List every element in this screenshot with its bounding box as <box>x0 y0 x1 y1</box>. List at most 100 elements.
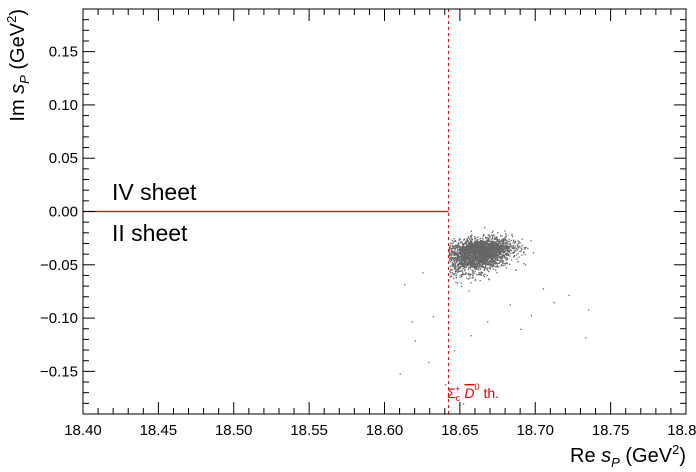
scatter-point <box>461 247 463 250</box>
scatter-point <box>501 254 504 256</box>
scatter-point <box>467 249 469 251</box>
scatter-point <box>462 257 464 259</box>
scatter-point <box>484 226 486 229</box>
scatter-point <box>459 249 462 251</box>
scatter-point <box>488 267 490 269</box>
scatter-point <box>523 247 525 249</box>
scatter-point <box>477 259 480 261</box>
scatter-point <box>498 248 500 251</box>
scatter-point <box>508 246 510 248</box>
scatter-point <box>490 240 492 242</box>
scatter-point <box>478 253 480 255</box>
scatter-point <box>467 264 469 267</box>
scatter-point <box>477 242 480 245</box>
scatter-point <box>484 246 486 249</box>
scatter-point <box>498 245 500 247</box>
scatter-point <box>491 235 494 238</box>
scatter-point <box>501 239 503 242</box>
scatter-point <box>506 253 508 256</box>
scatter-point <box>503 246 505 248</box>
scatter-point <box>492 247 495 249</box>
scatter-point <box>512 256 515 258</box>
scatter-point <box>489 264 492 266</box>
scatter-point <box>501 242 504 244</box>
scatter-point <box>494 244 497 247</box>
scatter-point <box>494 263 497 265</box>
scatter-point <box>462 246 464 248</box>
scatter-point <box>474 249 476 252</box>
scatter-point <box>470 240 472 243</box>
scatter-point <box>517 240 519 242</box>
scatter-point <box>454 253 457 255</box>
scatter-point <box>453 258 455 261</box>
scatter-point <box>493 253 496 256</box>
scatter-point <box>456 261 458 263</box>
scatter-point <box>491 262 494 264</box>
scatter-point <box>490 261 492 263</box>
scatter-point <box>495 262 498 265</box>
scatter-point <box>478 264 480 266</box>
scatter-point <box>462 273 465 275</box>
scatter-point <box>482 252 485 255</box>
scatter-point <box>453 262 455 265</box>
scatter-point <box>496 266 499 268</box>
scatter-point <box>463 243 466 245</box>
scatter-point <box>465 273 467 275</box>
scatter-point <box>498 241 501 243</box>
scatter-point <box>457 267 459 269</box>
scatter-point <box>496 271 498 274</box>
scatter-point <box>505 236 507 238</box>
scatter-point <box>490 240 493 243</box>
scatter-point <box>480 265 482 268</box>
scatter-point <box>487 257 489 259</box>
scatter-point <box>481 246 483 248</box>
scatter-point <box>460 285 463 288</box>
scatter-point <box>450 269 452 271</box>
scatter-point <box>475 245 477 247</box>
scatter-point <box>504 253 507 255</box>
scatter-point <box>453 245 455 247</box>
scatter-point <box>506 258 509 260</box>
scatter-point <box>473 256 475 258</box>
scatter-point <box>488 250 490 252</box>
scatter-point <box>461 257 463 260</box>
scatter-point <box>495 238 498 240</box>
scatter-point <box>473 261 476 263</box>
scatter-point <box>460 252 462 254</box>
scatter-point <box>473 258 476 260</box>
scatter-point <box>451 245 453 247</box>
scatter-point <box>456 247 458 249</box>
scatter-point <box>489 266 491 269</box>
scatter-point <box>469 262 472 264</box>
scatter-point <box>503 250 505 252</box>
scatter-point <box>482 271 484 274</box>
scatter-point <box>455 254 457 256</box>
scatter-point <box>488 246 491 249</box>
scatter-point <box>515 269 517 271</box>
scatter-point <box>489 246 492 248</box>
scatter-point <box>500 240 502 242</box>
scatter-point <box>467 261 469 263</box>
scatter-point <box>467 262 469 264</box>
scatter-point <box>464 269 466 271</box>
scatter-point <box>485 242 488 245</box>
scatter-point <box>519 242 521 244</box>
scatter-point <box>489 250 491 252</box>
scatter-point <box>452 253 455 255</box>
scatter-point <box>453 266 455 269</box>
scatter-point <box>476 254 479 257</box>
scatter-point <box>492 249 494 251</box>
scatter-point <box>504 262 506 265</box>
scatter-point <box>468 290 470 292</box>
scatter-point <box>499 241 501 244</box>
scatter-point <box>492 245 495 247</box>
scatter-point <box>465 250 467 252</box>
scatter-point <box>480 244 482 247</box>
scatter-point <box>462 272 464 274</box>
scatter-point <box>458 244 460 247</box>
scatter-point <box>471 249 474 252</box>
scatter-point <box>465 242 467 244</box>
scatter-point <box>484 268 486 270</box>
scatter-point <box>487 263 489 265</box>
scatter-point <box>476 262 479 264</box>
